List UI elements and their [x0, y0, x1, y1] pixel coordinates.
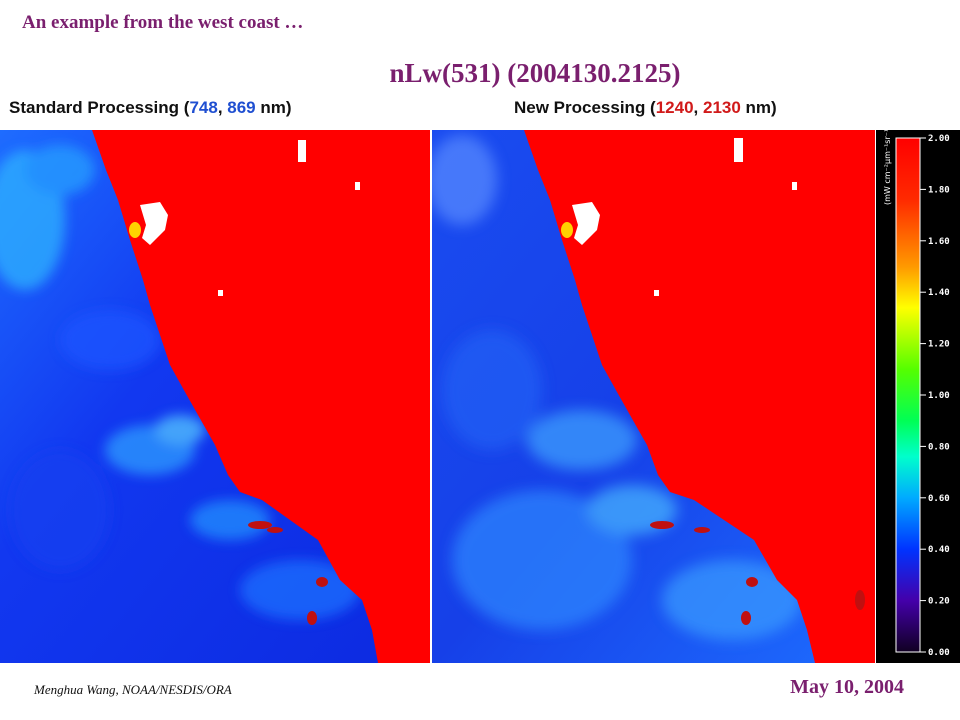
right-caption-prefix: New Processing ( [514, 98, 656, 117]
colorbar-tick-label: 0.00 [928, 648, 950, 658]
cloud-patches [140, 140, 360, 296]
left-caption-suffix: nm) [255, 98, 292, 117]
colorbar-tick-label: 0.40 [928, 545, 950, 555]
colorbar-gradient [895, 137, 921, 653]
slide-title: nLw(531) (2004130.2125) [389, 58, 681, 88]
colorbar-tick-label: 2.00 [928, 134, 950, 144]
colorbar-tick-label: 1.80 [928, 185, 950, 195]
ocean-eddies [0, 145, 360, 620]
new-processing-map [432, 130, 875, 663]
colorbar-unit: (mW cm⁻²μm⁻¹sr⁻¹) [883, 130, 892, 205]
colorbar-tick-label: 1.60 [928, 237, 950, 247]
slide-date: May 10, 2004 [790, 676, 904, 698]
colorbar-tick-label: 1.00 [928, 391, 950, 401]
standard-processing-image [0, 130, 430, 663]
cloud-patches [572, 138, 797, 296]
island-marks [248, 521, 328, 625]
left-caption-band1: 748 [189, 98, 218, 117]
left-caption-band2: 869 [227, 98, 256, 117]
colorbar-tick-label: 1.40 [928, 288, 950, 298]
left-caption-prefix: Standard Processing ( [9, 98, 190, 117]
land-mask [92, 130, 430, 663]
land-mask [524, 130, 875, 663]
colorbar-tick-label: 0.20 [928, 597, 950, 607]
new-processing-image [432, 130, 875, 663]
left-caption-sep: , [217, 98, 228, 117]
colorbar-legend: (mW cm⁻²μm⁻¹sr⁻¹) 2.00 1.80 1.60 1.40 1.20 1.… [876, 126, 960, 663]
standard-processing-map [0, 130, 430, 663]
colorbar-tick-label: 0.80 [928, 442, 950, 452]
right-caption-band1: 1240 [655, 98, 694, 117]
bay-highlight [129, 222, 141, 238]
colorbar-ticks: 2.00 1.80 1.60 1.40 1.20 1.00 0.80 0.60 0.40 0.20… [920, 134, 950, 658]
right-panel-caption: New Processing (1240, 2130 nm) [514, 98, 777, 118]
right-caption-band2: 2130 [703, 98, 741, 117]
colorbar-tick-label: 1.20 [928, 340, 950, 350]
left-panel-caption: Standard Processing (748, 869 nm) [9, 98, 292, 118]
right-caption-sep: , [693, 98, 703, 117]
colorbar-tick-label: 0.60 [928, 494, 950, 504]
right-caption-suffix: nm) [740, 98, 777, 117]
colorbar-svg: (mW cm⁻²μm⁻¹sr⁻¹) 2.00 1.80 1.60 1.40 1.20 1.… [883, 126, 950, 658]
author-credit: Menghua Wang, NOAA/NESDIS/ORA [34, 682, 232, 697]
slide-heading: An example from the west coast … [22, 12, 304, 33]
island-marks [650, 521, 865, 625]
bay-highlight [561, 222, 573, 238]
